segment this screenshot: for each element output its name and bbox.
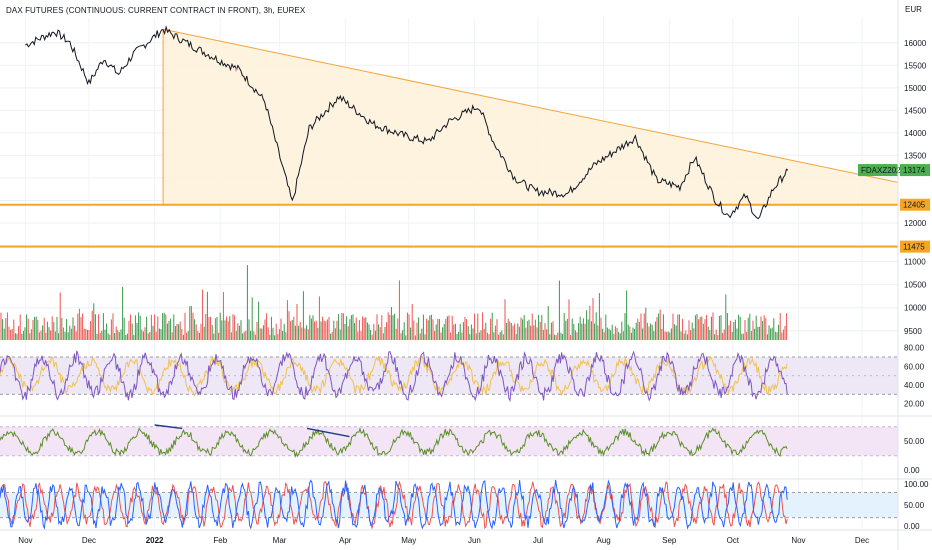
osc-tick-label: 50.00 <box>904 437 925 446</box>
chart-title: DAX FUTURES (CONTINUOUS: CURRENT CONTRAC… <box>6 6 306 15</box>
rsi-tick-label: 20.00 <box>904 400 925 409</box>
stoch-d-line <box>0 480 788 530</box>
osc-band <box>0 426 898 456</box>
divergence-line-2 <box>306 427 350 438</box>
time-tick-label: Mar <box>273 536 287 545</box>
rsi-signal-line <box>0 355 788 397</box>
price-tick-label: 15000 <box>904 84 927 93</box>
volume-tick-label: 11000 <box>904 258 926 267</box>
stoch-tick-label: 0.00 <box>904 522 920 531</box>
volume-tick-label: 9500 <box>904 327 922 336</box>
time-tick-label: 2022 <box>146 536 164 545</box>
price-tick-label: 12000 <box>904 219 927 228</box>
divergence-line-1 <box>154 424 183 430</box>
rsi-tick-label: 60.00 <box>904 362 925 371</box>
rsi-tick-label: 40.00 <box>904 381 925 390</box>
time-tick-label: Dec <box>855 536 869 545</box>
last-price-tag: 13174 <box>903 166 926 175</box>
triangle-pattern-fill <box>163 29 898 205</box>
symbol-tag: FDAXZ2022 <box>861 166 906 175</box>
rsi-tick-label: 80.00 <box>904 344 925 353</box>
time-tick-label: May <box>401 536 416 545</box>
price-tick-label: 14500 <box>904 106 927 115</box>
last-price-tag-bg <box>900 164 930 177</box>
price-series-line <box>25 25 789 220</box>
osc-tick-label: 0.00 <box>904 466 920 475</box>
time-tick-label: Jun <box>468 536 481 545</box>
time-tick-label: Feb <box>213 536 227 545</box>
stoch-k-line <box>0 479 788 530</box>
time-tick-label: Jul <box>533 536 543 545</box>
stoch-tick-label: 100.00 <box>904 480 929 489</box>
support-2-tag: 11475 <box>903 243 925 252</box>
support-1-tag-bg <box>900 198 930 211</box>
price-marker <box>235 67 239 72</box>
volume-tick-label: 10500 <box>904 281 927 290</box>
time-tick-label: Oct <box>727 536 740 545</box>
osc-line <box>0 426 788 459</box>
time-tick-label: Sep <box>662 536 677 545</box>
symbol-tag-bg <box>858 164 898 177</box>
time-tick-label: Nov <box>791 536 805 545</box>
descending-trendline <box>162 28 899 183</box>
price-tick-label: 15500 <box>904 61 927 70</box>
time-tick-label: Apr <box>339 536 352 545</box>
time-tick-label: Dec <box>82 536 96 545</box>
time-tick-label: Aug <box>596 536 610 545</box>
price-tick-label: 14000 <box>904 129 927 138</box>
price-tick-label: 16000 <box>904 39 927 48</box>
time-tick-label: Nov <box>18 536 32 545</box>
price-axis-currency: EUR <box>905 5 922 14</box>
stoch-tick-label: 50.00 <box>904 501 925 510</box>
stoch-band <box>0 492 898 518</box>
support-1-tag: 12405 <box>903 201 926 210</box>
rsi-line <box>0 350 788 403</box>
volume-tick-label: 10000 <box>904 304 927 313</box>
support-2-tag-bg <box>900 240 930 253</box>
price-tick-label: 13500 <box>904 151 927 160</box>
